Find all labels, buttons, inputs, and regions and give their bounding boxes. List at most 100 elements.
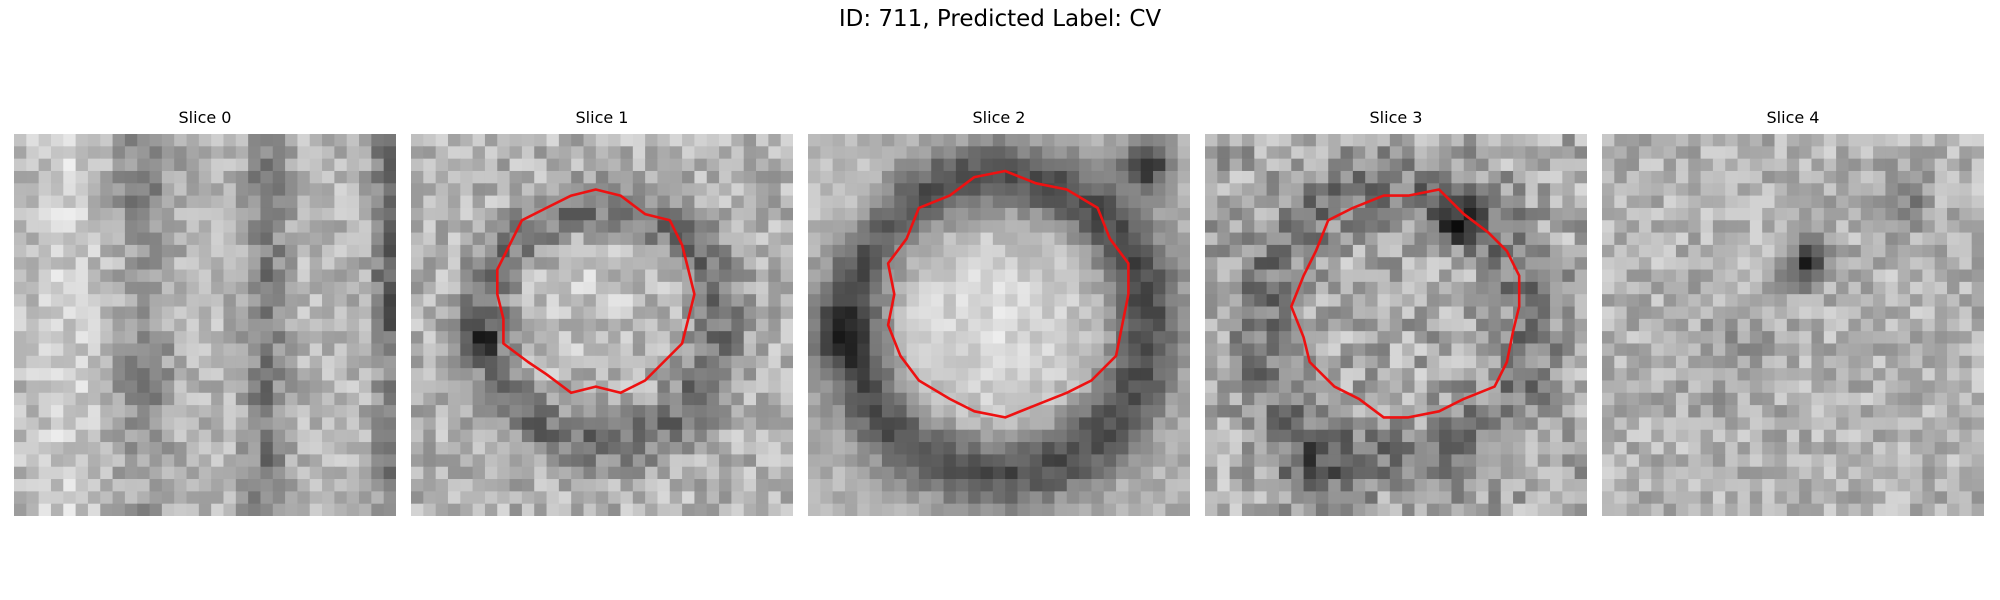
pixel-cell xyxy=(894,195,908,209)
pixel-cell xyxy=(756,503,769,516)
pixel-cell xyxy=(509,158,523,172)
pixel-cell xyxy=(1910,368,1923,382)
pixel-cell xyxy=(1873,380,1887,394)
pixel-cell xyxy=(1291,232,1305,246)
pixel-cell xyxy=(484,417,498,431)
pixel-cell xyxy=(694,503,708,516)
pixel-cell xyxy=(1550,244,1563,258)
pixel-cell xyxy=(297,442,311,455)
pixel-cell xyxy=(1005,257,1019,271)
pixel-cell xyxy=(26,134,40,147)
pixel-cell xyxy=(1042,368,1056,382)
pixel-cell xyxy=(743,392,757,406)
pixel-cell xyxy=(780,491,793,505)
pixel-cell xyxy=(1537,331,1551,345)
pixel-cell xyxy=(1675,331,1689,345)
pixel-cell xyxy=(657,220,671,234)
pixel-cell xyxy=(992,269,1006,283)
pixel-cell xyxy=(1029,429,1043,443)
pixel-cell xyxy=(1128,417,1142,431)
pixel-cell xyxy=(497,146,511,160)
pixel-cell xyxy=(756,207,769,221)
pixel-cell xyxy=(1439,244,1453,258)
pixel-cell xyxy=(186,368,200,382)
pixel-cell xyxy=(756,232,769,246)
pixel-cell xyxy=(1786,146,1800,160)
pixel-cell xyxy=(694,429,708,443)
pixel-cell xyxy=(1476,405,1490,419)
pixel-cell xyxy=(137,318,151,332)
pixel-cell xyxy=(63,232,77,246)
pixel-cell xyxy=(472,466,486,480)
pixel-cell xyxy=(411,294,424,308)
pixel-cell xyxy=(1165,479,1179,492)
pixel-cell xyxy=(869,355,883,369)
pixel-cell xyxy=(1700,479,1714,492)
pixel-cell xyxy=(1079,306,1093,320)
pixel-cell xyxy=(198,281,212,295)
pixel-cell xyxy=(780,318,793,332)
pixel-cell xyxy=(943,417,957,431)
pixel-cell xyxy=(509,454,523,468)
pixel-cell xyxy=(1241,331,1255,345)
pixel-cell xyxy=(1860,244,1874,258)
pixel-cell xyxy=(1848,306,1862,320)
pixel-cell xyxy=(1005,183,1019,197)
pixel-cell xyxy=(546,232,560,246)
pixel-cell xyxy=(1525,158,1539,172)
pixel-cell xyxy=(1266,220,1280,234)
pixel-cell xyxy=(1291,405,1305,419)
pixel-cell xyxy=(1811,146,1825,160)
pixel-cell xyxy=(1959,158,1973,172)
pixel-cell xyxy=(112,195,126,209)
pixel-cell xyxy=(1774,170,1788,184)
pixel-cell xyxy=(918,331,932,345)
pixel-cell xyxy=(1562,454,1576,468)
pixel-cell xyxy=(780,454,793,468)
pixel-cell xyxy=(334,220,348,234)
pixel-cell xyxy=(571,158,585,172)
pixel-cell xyxy=(1873,454,1887,468)
pixel-cell xyxy=(87,232,101,246)
pixel-cell xyxy=(980,232,994,246)
pixel-cell xyxy=(38,429,52,443)
pixel-cell xyxy=(411,491,424,505)
pixel-cell xyxy=(694,368,708,382)
pixel-cell xyxy=(583,442,597,455)
pixel-cell xyxy=(1811,355,1825,369)
pixel-cell xyxy=(1663,466,1677,480)
pixel-cell xyxy=(1873,269,1887,283)
pixel-cell xyxy=(14,503,27,516)
pixel-cell xyxy=(223,183,237,197)
pixel-cell xyxy=(1651,331,1665,345)
pixel-cell xyxy=(112,220,126,234)
pixel-cell xyxy=(1365,417,1379,431)
pixel-cell xyxy=(1910,491,1923,505)
pixel-cell xyxy=(857,294,871,308)
pixel-cell xyxy=(1860,195,1874,209)
pixel-cell xyxy=(383,454,396,468)
pixel-cell xyxy=(1328,269,1342,283)
pixel-cell xyxy=(50,318,64,332)
pixel-cell xyxy=(1885,318,1899,332)
pixel-cell xyxy=(992,318,1006,332)
pixel-cell xyxy=(272,183,286,197)
pixel-cell xyxy=(1799,257,1813,271)
pixel-cell xyxy=(260,343,274,357)
pixel-cell xyxy=(1103,380,1117,394)
pixel-cell xyxy=(509,195,523,209)
pixel-cell xyxy=(1414,158,1428,172)
pixel-cell xyxy=(1054,170,1068,184)
pixel-cell xyxy=(1389,294,1403,308)
pixel-cell xyxy=(1315,170,1329,184)
pixel-cell xyxy=(260,244,274,258)
pixel-cell xyxy=(1602,454,1615,468)
pixel-cell xyxy=(657,269,671,283)
pixel-cell xyxy=(1229,429,1243,443)
pixel-cell xyxy=(1885,355,1899,369)
pixel-cell xyxy=(1079,331,1093,345)
pixel-cell xyxy=(1476,244,1490,258)
pixel-cell xyxy=(186,269,200,283)
pixel-cell xyxy=(1352,170,1366,184)
pixel-cell xyxy=(1205,405,1218,419)
